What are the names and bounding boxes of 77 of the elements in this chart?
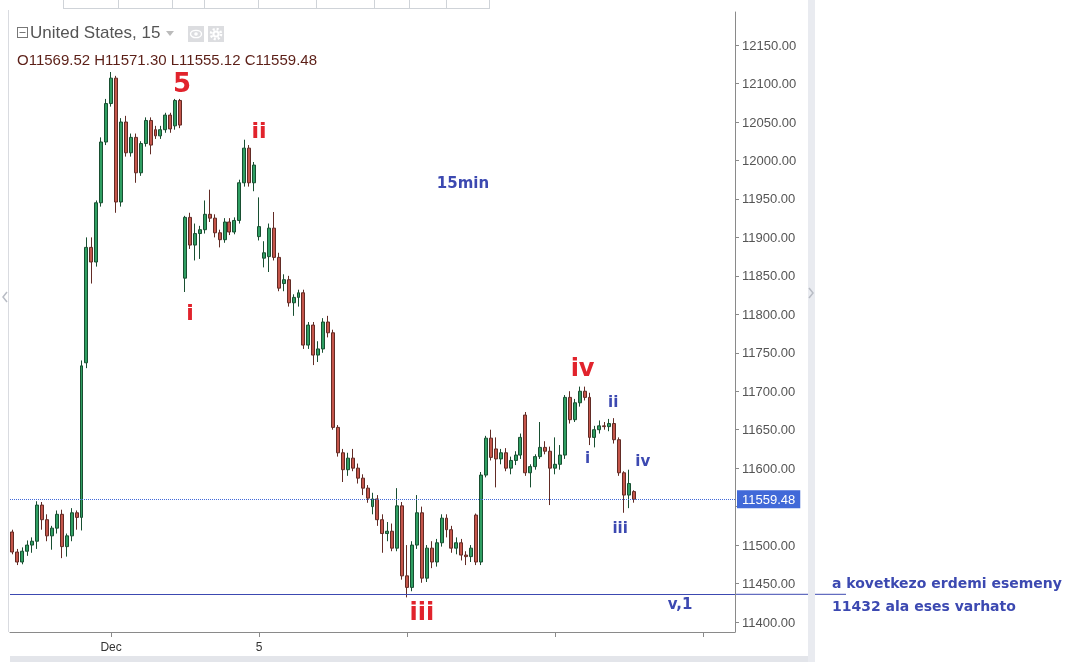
y-tick-label: 11600.00 [742, 460, 796, 476]
annotation: iv [635, 452, 651, 470]
candlestick [499, 448, 503, 465]
candlestick [134, 133, 138, 184]
candlestick [395, 487, 399, 552]
candlestick [292, 293, 296, 317]
candlestick [346, 452, 350, 477]
y-tick-label: 11950.00 [742, 191, 796, 207]
candlestick [227, 217, 231, 236]
annotation: ii [251, 117, 267, 143]
candlestick [223, 217, 227, 244]
candlestick [385, 521, 389, 542]
candlestick [627, 469, 631, 509]
candlestick [607, 418, 611, 432]
candlestick [287, 275, 291, 308]
annotation: v,1 [667, 595, 693, 613]
candlestick [430, 540, 434, 569]
candlestick [469, 544, 473, 563]
candlestick [568, 390, 572, 425]
candlestick [149, 116, 153, 155]
candlestick [306, 321, 310, 350]
y-tick-label: 11700.00 [742, 383, 796, 399]
annotation: 5 [173, 67, 192, 98]
candlestick [390, 523, 394, 552]
candlestick [425, 544, 429, 583]
annotation: i [584, 449, 591, 468]
candlestick [247, 144, 251, 188]
candlestick [119, 117, 123, 208]
y-tick-label: 11900.00 [742, 229, 796, 245]
candlestick [75, 509, 79, 531]
y-tick-label: 11450.00 [742, 576, 796, 592]
candlestick [504, 447, 508, 472]
text: O11569.52 H11571.30 L11555.12 C11559.48 [17, 51, 317, 68]
candlestick [168, 112, 172, 134]
candlestick [257, 196, 261, 241]
annotation: i [186, 299, 194, 325]
y-tick-label: 12000.00 [742, 152, 797, 168]
candlestick [474, 513, 478, 566]
ref-line-label: 11559.48 [742, 491, 796, 507]
candlestick [602, 421, 606, 431]
candlestick [89, 236, 93, 285]
candlestick [311, 321, 315, 366]
candlestick [420, 506, 424, 584]
candlestick [129, 133, 133, 158]
candlestick [188, 212, 192, 250]
y-tick-label: 12050.00 [742, 114, 797, 130]
annotation: iv [570, 353, 595, 382]
candlestick [114, 75, 118, 214]
annotation: iii [409, 598, 435, 627]
candlestick [124, 115, 128, 158]
y-tick-label: 12150.00 [742, 37, 797, 53]
text: United States, 15 [30, 23, 161, 42]
candlestick [632, 489, 636, 504]
candlestick [173, 98, 177, 131]
candlestick [301, 289, 305, 350]
y-tick-label: 11850.00 [742, 268, 796, 284]
candlestick [523, 411, 527, 477]
candlestick [252, 161, 256, 192]
y-tick-label: 11650.00 [742, 422, 796, 438]
y-tick-label: 11800.00 [742, 306, 796, 322]
candlestick [371, 492, 374, 515]
y-tick-label: 11500.00 [742, 537, 796, 553]
candlestick [454, 536, 458, 555]
y-tick-label: 12100.00 [742, 76, 797, 92]
candlestick [183, 215, 187, 293]
candlestick [84, 236, 88, 369]
candlestick [60, 509, 64, 559]
candlestick [282, 273, 286, 292]
annotation: iii [612, 518, 628, 537]
candlestick [178, 98, 182, 129]
annotation: ii [608, 393, 619, 412]
y-tick-label: 11400.00 [742, 614, 796, 630]
ref-line-label: a kovetkezo erdemi esemeny 11432 ala eses varhato [832, 574, 1067, 614]
x-tick-label: Dec [100, 640, 122, 654]
y-tick-label: 11750.00 [742, 345, 796, 361]
annotation: 15min [436, 174, 490, 192]
candlestick [80, 359, 83, 531]
